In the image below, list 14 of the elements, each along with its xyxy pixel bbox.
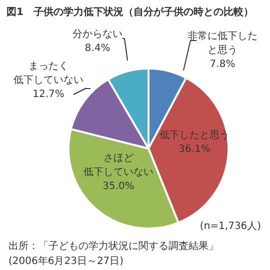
data-label: 7.8% (210, 59, 236, 70)
slice-label: さほど低下していない (84, 153, 154, 178)
data-label: 35.0% (102, 181, 134, 192)
slice-label: まったく低下していない (14, 61, 84, 86)
slice-label: 低下したと思う (160, 130, 230, 141)
text: (2006年6月23日～27日) (8, 255, 124, 267)
text: 出所：「子どもの学力状況に関する調査結果」 (8, 240, 218, 252)
data-label: 12.7% (32, 89, 64, 100)
chart-title: 図1 子供の学力低下状況（自分が子供の時との比較） (6, 6, 254, 18)
text: (n=1,736人) (200, 221, 262, 232)
slice-label: 非常に低下したと思う (188, 30, 258, 56)
slice-label: 分からない (72, 28, 122, 40)
data-label: 8.4% (84, 43, 110, 54)
data-label: 36.1% (178, 144, 210, 155)
